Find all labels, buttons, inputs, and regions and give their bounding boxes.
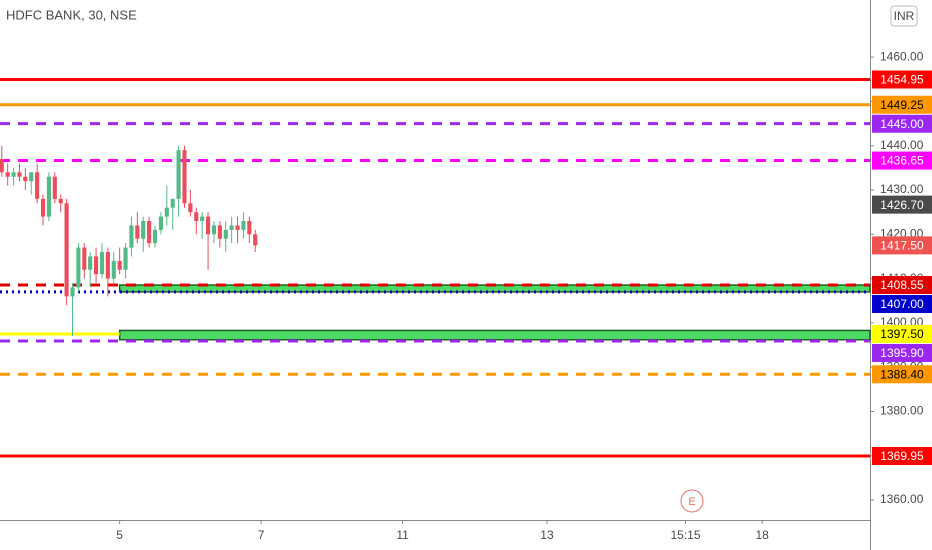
x-tick-label: 18 (755, 528, 769, 542)
candle-body (194, 212, 199, 222)
candle-body (176, 150, 181, 199)
price-label-bg (872, 343, 932, 362)
candle-body (247, 221, 252, 235)
candle-body (17, 172, 22, 177)
candle-body (76, 247, 81, 288)
price-label-bg (872, 151, 932, 170)
candle-body (123, 247, 128, 270)
price-label-bg (872, 365, 932, 384)
candle-body (158, 216, 163, 230)
candle-body (253, 234, 258, 246)
candle-body (46, 176, 51, 217)
candle-body (182, 150, 187, 204)
price-label-bg (872, 70, 932, 89)
price-label-bg (872, 114, 932, 133)
candle-body (117, 260, 122, 270)
price-label: 1407.00 (880, 297, 924, 311)
candle-body (35, 172, 40, 199)
candle-body (64, 203, 69, 297)
y-tick-label: 1430.00 (880, 182, 924, 196)
price-label: 1408.55 (880, 278, 924, 292)
candle-body (223, 229, 228, 239)
price-label: 1426.70 (880, 198, 924, 212)
price-label: 1388.40 (880, 367, 924, 381)
x-tick-label: 15:15 (670, 528, 700, 542)
candle-body (206, 216, 211, 235)
price-label-bg (872, 295, 932, 314)
price-label: 1454.95 (880, 73, 924, 87)
candle-body (170, 198, 175, 208)
candle-body (188, 203, 193, 213)
candle-body (11, 172, 16, 177)
price-label: 1397.50 (880, 327, 924, 341)
candle-body (111, 260, 116, 279)
candle-body (217, 225, 222, 239)
price-label-bg (872, 95, 932, 114)
candle-body (40, 198, 46, 217)
price-label-bg (872, 324, 932, 343)
currency-button[interactable] (890, 5, 918, 27)
x-tick-label: 5 (116, 528, 123, 542)
zone (118, 329, 871, 341)
price-label-bg (872, 276, 932, 295)
candle-body (5, 172, 10, 177)
y-tick-label: 1380.00 (880, 404, 924, 418)
candle-body (211, 225, 217, 235)
x-tick-label: 13 (540, 528, 554, 542)
y-tick-label: 1460.00 (880, 49, 924, 63)
candle-body (94, 256, 99, 275)
candle-body (135, 225, 140, 239)
candle-body (58, 198, 63, 204)
price-label-bg (872, 236, 932, 255)
candle-body (200, 216, 205, 222)
event-label[interactable]: E (688, 496, 695, 508)
candle-body (235, 225, 240, 230)
candle-body (99, 252, 105, 275)
candle-body (29, 172, 34, 182)
price-label-bg (872, 195, 932, 214)
candle-body (52, 176, 57, 199)
candle-body (229, 225, 234, 230)
candle-body (105, 252, 110, 279)
x-tick-label: 11 (396, 528, 409, 542)
chart-title: HDFC BANK, 30, NSE (6, 7, 137, 22)
candle-body (241, 221, 246, 230)
candle-body (129, 225, 134, 248)
candle-body (152, 229, 158, 244)
candle-body (88, 256, 93, 270)
y-tick-label: 1440.00 (880, 138, 924, 152)
candle-body (164, 207, 169, 217)
y-tick-label: 1360.00 (880, 492, 924, 506)
candle-body (147, 221, 152, 244)
x-tick-label: 7 (258, 528, 265, 542)
price-label: 1436.65 (880, 154, 924, 168)
candle-body (23, 176, 28, 182)
candle-body (141, 221, 146, 239)
price-label: 1369.95 (880, 449, 924, 463)
price-label-bg (872, 446, 932, 465)
event-marker[interactable] (680, 489, 704, 513)
price-label: 1395.90 (880, 346, 924, 360)
candle-body (0, 159, 4, 173)
price-label: 1449.25 (880, 98, 924, 112)
candle-body (70, 287, 75, 297)
price-label: 1445.00 (880, 117, 924, 131)
candle-body (82, 247, 87, 270)
price-label: 1417.50 (880, 239, 924, 253)
currency-label[interactable]: INR (894, 9, 915, 23)
